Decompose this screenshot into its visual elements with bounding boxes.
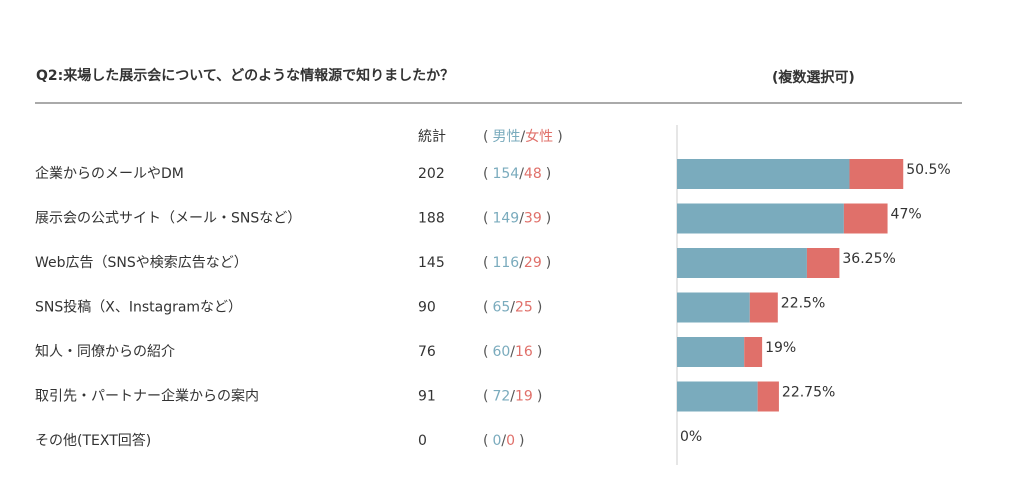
bracket: ) [546,255,551,271]
bracket: / [519,211,524,227]
bracket: / [510,344,515,360]
total-value: 91 [418,389,436,405]
category-label: 展示会の公式サイト（メール・SNSなど） [35,211,301,227]
series-header: (男性/女性) [483,128,563,145]
percent-label: 22.5% [781,296,825,312]
percent-label: 0% [680,429,702,445]
female-value: 16 [515,344,533,360]
bracket: ( [483,433,488,449]
female-value: 48 [524,166,542,182]
percent-label: 50.5% [906,162,950,178]
bar-segment [677,292,750,323]
total-value: 202 [418,166,445,182]
bracket: ( [483,300,488,316]
breakdown: (65/25) [483,300,542,316]
bar-segment [744,337,763,367]
percent-label: 36.25% [842,251,895,267]
category-label: 知人・同僚からの紹介 [35,343,175,360]
bar-segment [749,292,778,323]
total-value: 188 [418,211,445,227]
bar-segment [849,159,904,189]
subtitle: (複数選択可) [772,69,855,86]
breakdown: (116/29) [483,255,551,271]
male-value: 72 [492,389,510,405]
bracket: ( [483,211,488,227]
bar-segment [677,159,850,189]
male-value: 60 [492,344,510,360]
bracket: / [519,166,524,182]
category-label: 取引先・パートナー企業からの案内 [35,388,259,405]
male-value: 0 [492,433,501,449]
bracket: ) [546,211,551,227]
breakdown: (0/0) [483,433,525,449]
breakdown: (154/48) [483,166,551,182]
bracket: / [519,255,524,271]
male-value: 149 [492,211,519,227]
total-value: 90 [418,300,436,316]
bar-segment [677,248,807,278]
bar-segment [677,203,844,234]
bar-segment [757,381,779,412]
bracket: / [501,433,506,449]
bracket: ( [483,255,488,271]
bracket: / [510,300,515,316]
male-value: 65 [492,300,510,316]
bar-segment [677,381,758,412]
category-label: その他(TEXT回答) [35,432,151,449]
bracket: ) [557,129,562,145]
female-value: 39 [524,211,542,227]
bracket: ) [537,344,542,360]
bracket: / [510,389,515,405]
total-value: 76 [418,344,436,360]
percent-label: 47% [891,207,922,223]
bracket: ) [537,389,542,405]
category-label: Web広告（SNSや検索広告など） [35,254,248,271]
breakdown: (72/19) [483,389,542,405]
female-value: 25 [515,300,533,316]
female-value: 19 [515,389,533,405]
legend-label: 男性 [492,129,520,145]
total-value: 145 [418,255,445,271]
bracket: ( [483,166,488,182]
female-value: 0 [506,433,515,449]
male-value: 116 [492,255,519,271]
title: Q2:来場した展示会について、どのような情報源で知りましたか？ [36,67,454,84]
male-value: 154 [492,166,519,182]
percent-label: 22.75% [782,385,835,401]
bracket: ( [483,389,488,405]
total-value: 0 [418,433,427,449]
category-label: 企業からのメールやDM [35,165,184,182]
breakdown: (60/16) [483,344,542,360]
bar-segment [677,337,745,367]
breakdown: (149/39) [483,211,551,227]
bracket: ( [483,344,488,360]
bracket: ( [483,129,488,145]
percent-label: 19% [765,340,796,356]
total-header: 統計 [418,129,446,145]
female-value: 29 [524,255,542,271]
bracket: ) [546,166,551,182]
category-label: SNS投稿（X、Instagramなど） [35,300,242,316]
legend-label: 女性 [525,128,553,145]
bracket: / [520,129,525,145]
bar-segment [806,248,840,278]
bar-segment [843,203,888,234]
bracket: ) [519,433,524,449]
bracket: ) [537,300,542,316]
